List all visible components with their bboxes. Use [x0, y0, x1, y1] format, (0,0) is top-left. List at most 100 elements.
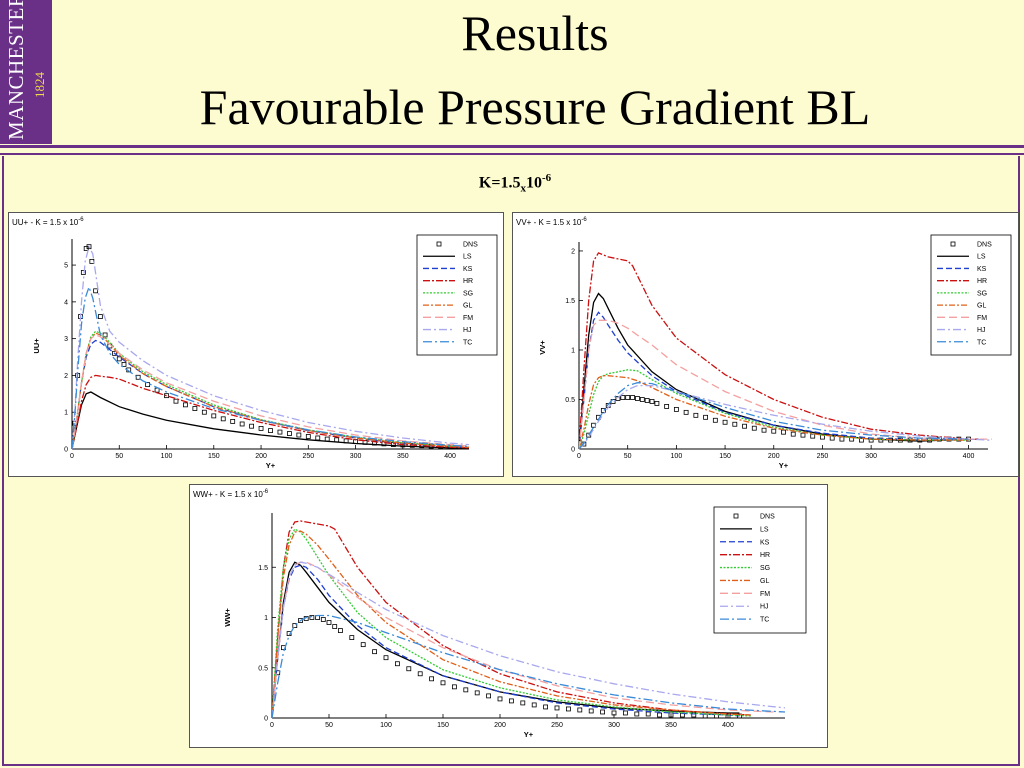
- dns-point: [315, 435, 321, 441]
- dns-point: [93, 288, 99, 294]
- legend-label: FM: [977, 315, 987, 322]
- dns-point: [249, 423, 254, 429]
- legend-label: DNS: [463, 242, 478, 249]
- series-line-hr: [72, 374, 470, 450]
- dns-point: [634, 711, 640, 717]
- dns-point: [89, 258, 95, 264]
- dns-point: [615, 396, 621, 401]
- header-rule-thin: [0, 153, 1024, 155]
- dns-point: [220, 416, 226, 422]
- dns-point: [121, 361, 127, 367]
- dns-point: [664, 404, 670, 409]
- series-line-hr: [579, 252, 979, 450]
- dns-point: [116, 356, 122, 362]
- x-axis-label: Y+: [779, 461, 789, 470]
- dns-point: [474, 690, 480, 696]
- dns-point: [600, 407, 606, 413]
- dns-point: [673, 406, 679, 412]
- series-line-ls: [72, 391, 470, 450]
- series-line-ls: [272, 561, 740, 719]
- dns-point: [406, 666, 412, 672]
- plot-area: [579, 252, 992, 450]
- dns-point: [591, 422, 597, 428]
- dns-point: [645, 711, 651, 717]
- dns-point: [742, 423, 747, 429]
- series-line-tc: [579, 382, 969, 450]
- x-tick-label: 200: [768, 453, 780, 460]
- dns-point: [577, 707, 583, 713]
- dns-point: [287, 431, 292, 436]
- dns-point: [463, 687, 469, 693]
- x-tick-label: 0: [577, 453, 581, 460]
- dns-point: [183, 402, 188, 408]
- dns-point: [554, 705, 560, 711]
- dns-point: [112, 350, 117, 356]
- x-tick-label: 350: [397, 453, 409, 460]
- series-line-sg: [72, 330, 470, 450]
- y-tick-label: 1: [571, 347, 575, 354]
- dns-point: [320, 617, 326, 622]
- dns-point: [372, 649, 378, 655]
- dns-point: [349, 635, 355, 641]
- legend-box: [416, 234, 498, 356]
- legend-label: GL: [760, 578, 769, 585]
- dns-point: [732, 421, 738, 427]
- legend-label: TC: [760, 617, 769, 624]
- legend-label: HJ: [463, 327, 472, 334]
- dns-point: [639, 397, 645, 402]
- slide-title: Results: [461, 5, 609, 61]
- dns-point: [520, 700, 526, 706]
- x-tick-label: 100: [161, 453, 173, 460]
- y-tick-label: 2: [571, 248, 575, 255]
- dns-point: [712, 417, 718, 423]
- x-tick-label: 250: [551, 722, 563, 729]
- y-axis-label: UU+: [32, 338, 41, 354]
- chart-vv: VV+ - K = 1.5 x 10-6 0 50 100 150 200 250 300 3…: [512, 212, 1019, 477]
- dns-point: [654, 401, 660, 406]
- chart-vv-plot: 0 50 100 150 200 250 300 350 400 0 0.5 1 1.5 2 Y+ VV+ DN…: [538, 234, 1012, 470]
- dns-point: [268, 428, 273, 434]
- x-tick-label: 50: [624, 453, 632, 460]
- series-line-fm: [72, 334, 470, 450]
- series-line-tc: [272, 614, 786, 719]
- y-tick-label: 1: [264, 615, 268, 622]
- dns-point: [135, 374, 141, 380]
- dns-point: [829, 435, 835, 441]
- legend-label: KS: [760, 539, 770, 546]
- x-tick-label: 100: [380, 722, 392, 729]
- legend-label: FM: [760, 591, 770, 598]
- dns-point: [625, 395, 631, 400]
- dns-point: [751, 425, 757, 431]
- chart-uu: UU+ - K = 1.5 x 10-6 0 50 100 150 200 250 300 3…: [8, 212, 504, 477]
- dns-point: [360, 642, 366, 648]
- x-tick-label: 0: [70, 453, 74, 460]
- dns-point: [725, 713, 731, 719]
- dns-point: [693, 412, 699, 418]
- x-tick-label: 350: [914, 453, 926, 460]
- dns-point: [611, 710, 617, 716]
- x-tick-label: 50: [115, 453, 123, 460]
- dns-point: [508, 698, 514, 704]
- y-tick-label: 0: [571, 447, 575, 454]
- dns-point: [80, 270, 86, 275]
- k-base: K=1.5: [478, 174, 521, 192]
- series-line-hr: [272, 520, 751, 719]
- dns-point: [635, 396, 640, 401]
- dns-point: [644, 398, 650, 403]
- legend-marker-dns: [950, 241, 956, 247]
- x-tick-label: 0: [270, 722, 274, 729]
- series-line-sg: [272, 528, 751, 719]
- dns-point: [296, 432, 302, 438]
- content-frame: [2, 156, 1020, 766]
- y-tick-label: 0: [264, 716, 268, 723]
- x-tick-label: 150: [437, 722, 449, 729]
- legend-marker-dns: [733, 513, 739, 519]
- dns-point: [334, 437, 340, 443]
- dns-point: [292, 623, 298, 628]
- legend-label: LS: [760, 526, 769, 533]
- series-line-gl: [272, 530, 751, 719]
- dns-point: [86, 244, 92, 250]
- legend-label: DNS: [977, 242, 992, 249]
- dns-point: [173, 398, 179, 404]
- legend-label: DNS: [760, 514, 775, 521]
